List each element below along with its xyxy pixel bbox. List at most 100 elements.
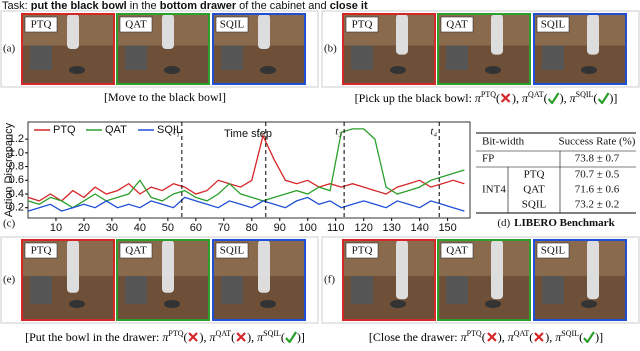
policy-tag-bg: [440, 16, 474, 33]
policy-tag-bg: [215, 16, 249, 33]
policy-superscript: SQIL: [561, 329, 580, 338]
panel-frame: [0, 10, 319, 88]
photo-border: [116, 13, 210, 85]
policy-superscript: PTQ: [480, 90, 497, 99]
cross: [188, 332, 199, 342]
separator: ,: [251, 330, 258, 344]
photo-border: [116, 239, 210, 321]
policy-tag-bg: [24, 16, 58, 33]
paren: ): [545, 330, 550, 344]
task-segment: in the: [127, 0, 160, 12]
y-tick-label: 1.0: [9, 147, 24, 159]
policy-tag: SQIL: [220, 245, 245, 257]
series-line: [27, 128, 465, 209]
separator: ,: [549, 330, 556, 344]
panel-caption: [Move to the black bowl]: [104, 90, 226, 105]
caption-end: ]: [300, 330, 305, 344]
caption-end: ]: [599, 330, 604, 344]
separator: ,: [501, 330, 508, 344]
pi-symbol: π: [474, 91, 481, 105]
policy-tag: QAT: [125, 245, 147, 257]
row-method: QAT: [523, 184, 545, 196]
table-letter: (d): [497, 217, 510, 229]
bowl: [164, 300, 180, 308]
paren: ): [595, 330, 600, 344]
check-icon: [547, 92, 560, 105]
panel-letter: (a): [3, 43, 16, 55]
pi-symbol: π: [209, 330, 216, 344]
separator: ,: [563, 91, 570, 105]
robot-arm: [587, 14, 599, 55]
paren: (: [579, 330, 584, 344]
policy-tag: SQIL: [220, 19, 245, 31]
pi-symbol: π: [555, 330, 562, 344]
cross-icon: [501, 93, 511, 103]
paren: (: [543, 91, 548, 105]
pi-symbol: π: [162, 330, 169, 344]
check-icon: [583, 331, 596, 344]
cross: [501, 93, 511, 103]
photo-border: [342, 13, 436, 85]
task-segment: bottom drawer: [160, 0, 237, 12]
y-tick-label: 0.4: [9, 188, 24, 200]
policy-tag: SQIL: [541, 19, 566, 31]
check: [583, 331, 596, 344]
table-header: Bit-width: [482, 136, 525, 148]
photo-border: [212, 13, 306, 85]
policy-tag: PTQ: [31, 245, 52, 257]
paren: (: [231, 330, 236, 344]
check: [547, 92, 560, 105]
paren: ): [497, 330, 502, 344]
cabinet: [30, 45, 52, 70]
photo-border: [342, 239, 436, 321]
photo-border: [212, 239, 306, 321]
robot-arm: [491, 14, 503, 55]
table-caption-text: LIBERO Benchmark: [514, 217, 615, 229]
x-tick-label: 140: [410, 222, 428, 234]
bowl: [69, 66, 85, 74]
policy-superscript: QAT: [528, 90, 544, 99]
task-segment: Task:: [2, 0, 31, 12]
x-axis-title: Time step: [224, 128, 272, 140]
bowl: [581, 300, 597, 308]
robot-arm: [258, 14, 270, 49]
check: [285, 331, 297, 344]
cross: [486, 332, 497, 342]
policy-tag-bg: [345, 242, 379, 259]
robot-arm: [491, 240, 503, 300]
pi-symbol: π: [522, 91, 529, 105]
task-line: Task: put the black bowl in the bottom d…: [2, 0, 368, 12]
policy-tag-bg: [536, 242, 570, 259]
policy-superscript: PTQ: [168, 329, 184, 338]
row-method: SQIL: [522, 199, 547, 211]
robot-arm: [396, 240, 408, 300]
photo-border: [437, 239, 531, 321]
x-tick-label: 50: [162, 222, 174, 234]
caption-text: [Put the bowl in the drawer:: [25, 330, 163, 344]
cabinet: [221, 45, 243, 70]
bowl: [390, 300, 406, 308]
paren: ): [512, 91, 517, 105]
bowl: [485, 300, 501, 308]
panel-letter: (f): [324, 274, 335, 286]
caption-end: ]: [613, 91, 618, 105]
panel-frame: [321, 236, 640, 324]
bowl: [390, 66, 406, 74]
row-value: 73.8 ± 0.7: [575, 153, 620, 165]
x-tick-label: 10: [50, 222, 62, 234]
policy-tag: PTQ: [352, 245, 373, 257]
x-tick-label: 110: [327, 222, 345, 234]
caption-text: [Close the drawer:: [368, 330, 461, 344]
task-segment: of the cabinet and: [236, 0, 330, 12]
paren: (: [593, 91, 598, 105]
y-tick-label: 0.2: [9, 202, 24, 214]
x-tick-label: 30: [106, 222, 118, 234]
policy-tag: QAT: [125, 19, 147, 31]
cabinet: [446, 276, 468, 304]
row-group: INT4: [482, 184, 506, 196]
pi-symbol: π: [507, 330, 514, 344]
policy-tag: QAT: [446, 245, 468, 257]
cabinet: [351, 276, 373, 304]
cross-icon: [534, 332, 545, 342]
legend-label: SQIL: [157, 124, 182, 136]
